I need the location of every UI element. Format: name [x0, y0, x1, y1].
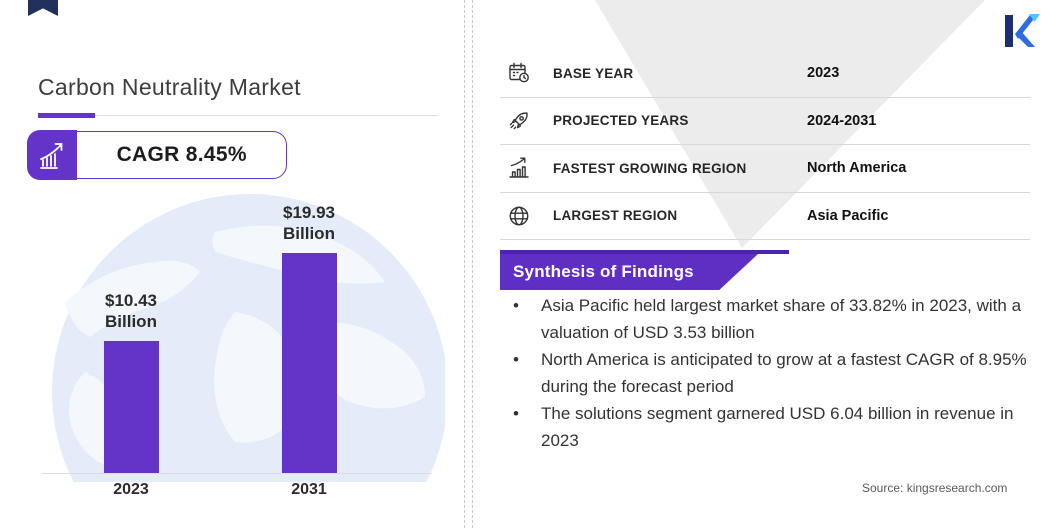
fact-value: Asia Pacific	[807, 207, 889, 224]
list-item: North America is anticipated to grow at …	[505, 347, 1033, 400]
globe-icon	[509, 206, 529, 226]
bar-value-amount: $19.93	[283, 203, 335, 222]
chart-baseline	[42, 473, 432, 474]
growth-arrow-icon	[27, 130, 78, 180]
list-item: The solutions segment garnered USD 6.04 …	[505, 401, 1033, 454]
table-row: FASTEST GROWING REGION North America	[500, 145, 1030, 193]
fact-label: LARGEST REGION	[553, 208, 678, 224]
table-row: BASE YEAR 2023	[500, 50, 1030, 98]
bar-value-amount: $10.43	[105, 291, 157, 310]
bar-value-label: $19.93 Billion	[283, 202, 335, 244]
fact-label: BASE YEAR	[553, 65, 634, 81]
rocket-icon	[509, 112, 528, 130]
kings-research-logo	[1005, 14, 1040, 47]
x-axis-label-2023: 2023	[113, 481, 149, 498]
findings-banner: Synthesis of Findings	[500, 254, 758, 290]
vertical-divider	[472, 0, 473, 528]
growth-chart-icon	[509, 157, 529, 178]
calendar-icon	[509, 63, 529, 83]
cagr-badge: CAGR 8.45%	[27, 130, 287, 180]
fact-label: FASTEST GROWING REGION	[553, 160, 747, 176]
bar-value-unit: Billion	[105, 312, 157, 331]
source-attribution: Source: kingsresearch.com	[862, 481, 1008, 495]
list-item: Asia Pacific held largest market share o…	[505, 293, 1033, 346]
findings-banner-stripe	[500, 250, 789, 254]
bar-2023	[103, 341, 159, 473]
fact-value: 2024-2031	[807, 112, 877, 129]
table-row: PROJECTED YEARS 2024-2031	[500, 98, 1030, 145]
title-underline	[38, 115, 438, 116]
key-facts-table: BASE YEAR 2023 PROJECTED YEARS 2024-2031	[500, 50, 1030, 240]
corner-ribbon-accent	[28, 0, 58, 16]
findings-list: Asia Pacific held largest market share o…	[505, 293, 1033, 455]
bar-value-label: $10.43 Billion	[105, 290, 157, 332]
fact-label: PROJECTED YEARS	[553, 113, 689, 129]
fact-value: North America	[807, 160, 907, 177]
fact-value: 2023	[807, 65, 840, 82]
bar-2031	[281, 253, 337, 473]
vertical-divider	[464, 0, 465, 528]
page-title: Carbon Neutrality Market	[38, 74, 301, 100]
bar-group-2031: $19.93 Billion	[244, 202, 374, 473]
findings-heading: Synthesis of Findings	[513, 262, 694, 281]
bar-group-2023: $10.43 Billion	[66, 290, 196, 473]
bar-value-unit: Billion	[283, 224, 335, 243]
title-underline-accent	[38, 113, 95, 118]
table-row: LARGEST REGION Asia Pacific	[500, 193, 1030, 240]
x-axis-label-2031: 2031	[291, 481, 327, 498]
cagr-value: CAGR 8.45%	[116, 143, 247, 166]
